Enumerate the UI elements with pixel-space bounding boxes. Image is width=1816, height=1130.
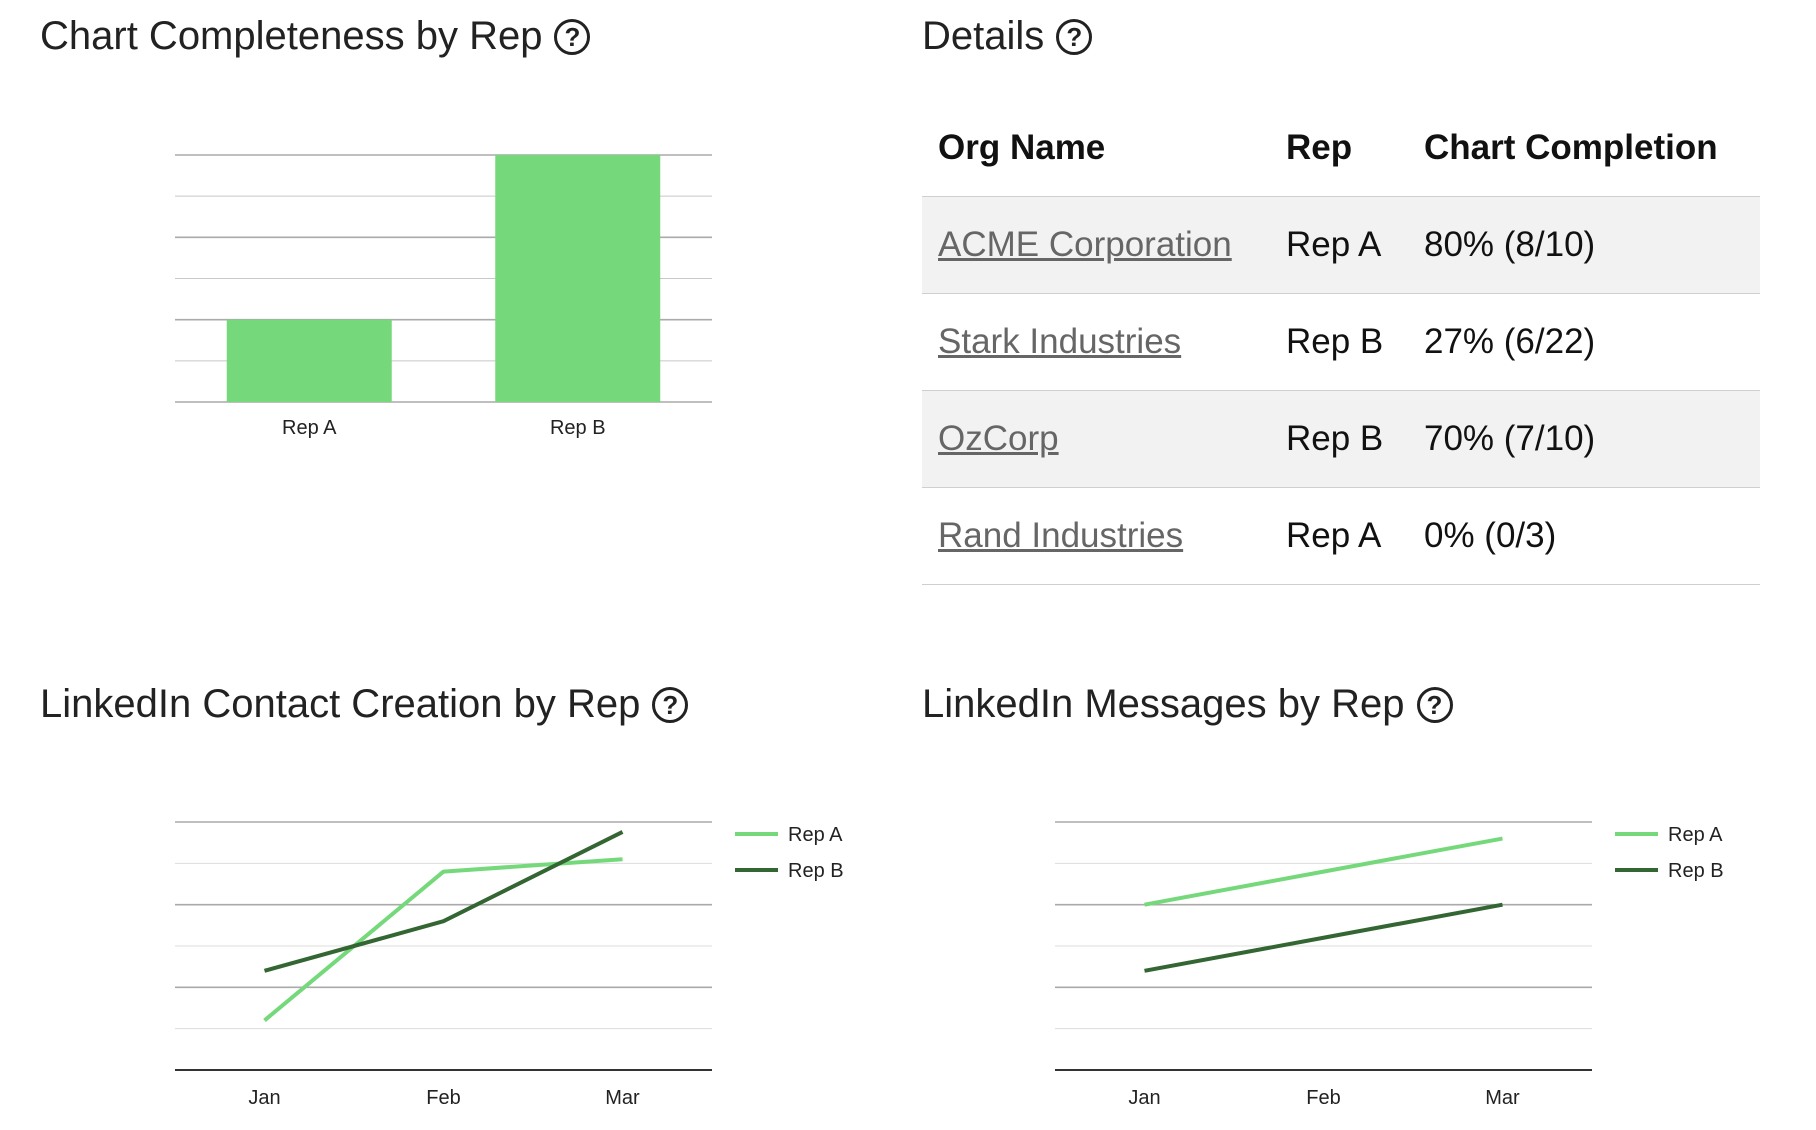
table-row: OzCorp Rep B 70% (7/10): [922, 390, 1760, 488]
messages-line-chart: Jan Feb Mar Rep A Rep B: [1055, 821, 1724, 1109]
messages-title-text: LinkedIn Messages by Rep: [922, 682, 1405, 726]
contacts-line-chart: Jan Feb Mar Rep A Rep B: [175, 821, 844, 1109]
rep-cell: Rep B: [1270, 293, 1408, 391]
org-cell: Rand Industries: [922, 487, 1270, 585]
series-line-rep-a: [1144, 836, 1503, 907]
bar: [495, 155, 661, 402]
org-link[interactable]: Rand Industries: [938, 516, 1184, 555]
completeness-title-text: Chart Completeness by Rep: [40, 14, 543, 58]
completeness-bar-chart: Rep A Rep B: [175, 154, 712, 439]
series-line-rep-b: [1144, 902, 1503, 973]
org-cell: ACME Corporation: [922, 196, 1270, 294]
column-header-rep[interactable]: Rep: [1270, 100, 1408, 197]
x-tick-label: Feb: [426, 1087, 460, 1109]
x-tick-label: Mar: [605, 1087, 640, 1109]
column-header-completion[interactable]: Chart Completion: [1408, 100, 1760, 197]
x-tick-label: Rep B: [550, 417, 606, 439]
help-icon[interactable]: ?: [1416, 686, 1453, 723]
table-row: Rand Industries Rep A 0% (0/3): [922, 487, 1760, 585]
x-tick-label: Feb: [1306, 1087, 1340, 1109]
legend-label: Rep B: [788, 860, 844, 882]
series-line-rep-a: [263, 857, 623, 1022]
bar: [226, 319, 392, 402]
completion-cell: 80% (8/10): [1408, 196, 1760, 294]
org-cell: OzCorp: [922, 390, 1270, 488]
x-tick-label: Rep A: [282, 417, 337, 439]
column-header-org[interactable]: Org Name: [922, 100, 1270, 197]
completion-cell: 70% (7/10): [1408, 390, 1760, 488]
contacts-title-text: LinkedIn Contact Creation by Rep: [40, 682, 641, 726]
rep-cell: Rep A: [1270, 487, 1408, 585]
contacts-title: LinkedIn Contact Creation by Rep ?: [40, 682, 689, 727]
legend-label: Rep B: [1668, 860, 1724, 882]
details-title: Details ?: [922, 14, 1093, 59]
x-tick-label: Mar: [1485, 1087, 1520, 1109]
rep-cell: Rep B: [1270, 390, 1408, 488]
series-line-rep-b: [263, 830, 624, 973]
org-link[interactable]: Stark Industries: [938, 322, 1182, 361]
rep-cell: Rep A: [1270, 196, 1408, 294]
org-link[interactable]: ACME Corporation: [938, 225, 1232, 264]
messages-title: LinkedIn Messages by Rep ?: [922, 682, 1453, 727]
table-row: ACME Corporation Rep A 80% (8/10): [922, 196, 1760, 294]
details-table: Org Name Rep Chart Completion ACME Corpo…: [922, 100, 1760, 585]
help-icon[interactable]: ?: [652, 686, 689, 723]
org-link[interactable]: OzCorp: [938, 419, 1059, 458]
completion-cell: 0% (0/3): [1408, 487, 1760, 585]
legend-label: Rep A: [788, 824, 843, 846]
org-cell: Stark Industries: [922, 293, 1270, 391]
help-icon[interactable]: ?: [554, 18, 591, 55]
x-tick-label: Jan: [248, 1087, 280, 1109]
x-tick-label: Jan: [1128, 1087, 1160, 1109]
completeness-title: Chart Completeness by Rep ?: [40, 14, 591, 59]
table-row: Stark Industries Rep B 27% (6/22): [922, 293, 1760, 391]
details-title-text: Details: [922, 14, 1045, 58]
help-icon[interactable]: ?: [1056, 18, 1093, 55]
completion-cell: 27% (6/22): [1408, 293, 1760, 391]
legend-label: Rep A: [1668, 824, 1723, 846]
table-header-row: Org Name Rep Chart Completion: [922, 100, 1760, 197]
